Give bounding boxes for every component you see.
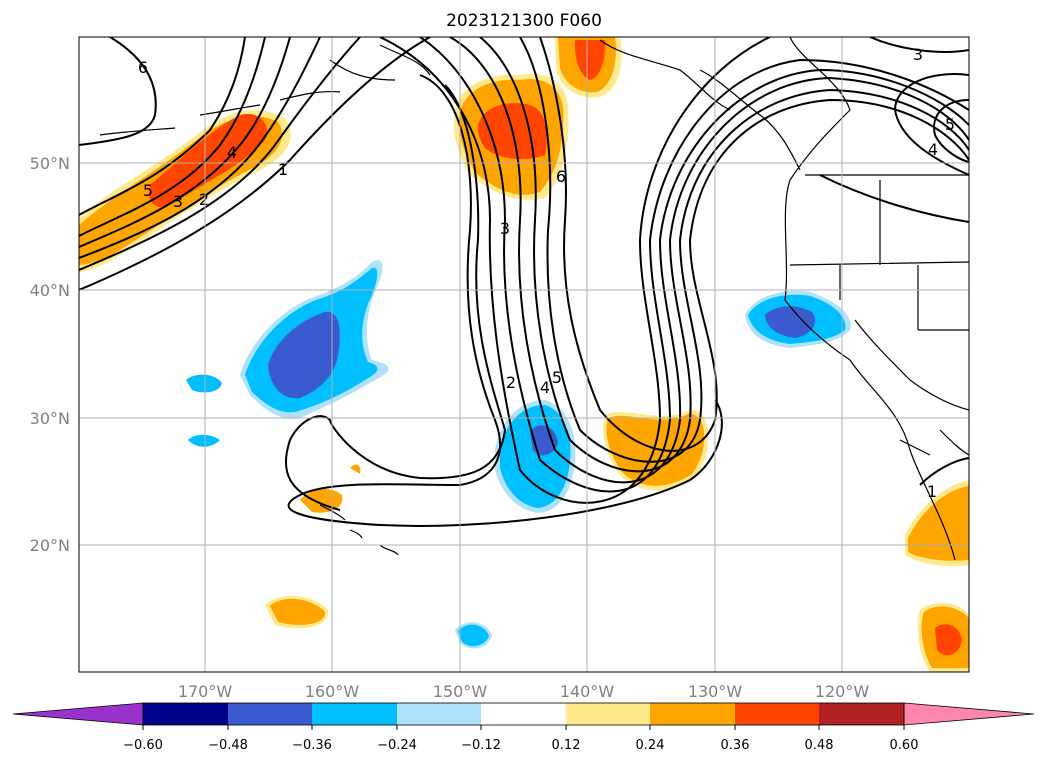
map-title: 2023121300 F060: [446, 11, 602, 31]
colorbar-tick-label: −0.24: [377, 738, 417, 753]
colorbar-tick-label: 0.24: [636, 738, 665, 753]
colorbar-tick-label: 0.60: [890, 738, 919, 753]
colorbar-swatch: [735, 703, 819, 725]
contour-label: 1: [278, 160, 288, 179]
lon-label: 120°W: [815, 682, 870, 701]
positive-anomaly-shading: [79, 37, 969, 672]
colorbar-swatch: [566, 703, 650, 725]
colorbar-swatch: [228, 703, 312, 725]
coastlines: [99, 37, 969, 561]
lon-label: 160°W: [305, 682, 360, 701]
lat-label: 30°N: [30, 409, 70, 428]
colorbar-swatch: [397, 703, 481, 725]
contour-label: 3: [500, 219, 510, 238]
contour-label: 1: [927, 482, 937, 501]
colorbar-swatch: [481, 703, 566, 725]
lon-label: 150°W: [433, 682, 488, 701]
contour-label: 5: [552, 368, 562, 387]
negative-anomaly-shading: [186, 260, 851, 649]
contour-lines: [79, 37, 969, 527]
contour-label: 6: [138, 58, 148, 77]
colorbar-tick-label: 0.48: [805, 738, 834, 753]
colorbar-swatch: [819, 703, 904, 725]
contour-label: 4: [540, 378, 550, 397]
lat-label: 50°N: [30, 154, 70, 173]
contour-labels: 6 5 4 3 2 1 3 6 2 4 5 3 4 5 1: [138, 45, 955, 501]
colorbar-swatch: [650, 703, 735, 725]
lon-label: 140°W: [560, 682, 615, 701]
lon-label: 170°W: [178, 682, 233, 701]
colorbar-swatch: [312, 703, 397, 725]
colorbar-extend-max: [903, 702, 1035, 726]
colorbar-tick-label: −0.12: [461, 738, 501, 753]
colorbar-tick-label: −0.60: [123, 738, 163, 753]
contour-label: 3: [913, 45, 923, 64]
contour-label: 2: [199, 190, 209, 209]
contour-label: 4: [928, 140, 938, 159]
colorbar-extend-min: [12, 702, 144, 726]
lat-label: 20°N: [30, 536, 70, 555]
contour-label: 5: [143, 181, 153, 200]
map-area: 6 5 4 3 2 1 3 6 2 4 5 3 4 5 1: [79, 37, 969, 672]
latitude-labels: 50°N 40°N 30°N 20°N: [30, 154, 70, 555]
colorbar-tick-label: 0.36: [721, 738, 750, 753]
contour-label: 6: [556, 167, 566, 186]
contour-label: 2: [506, 373, 516, 392]
lon-label: 130°W: [688, 682, 743, 701]
colorbar-swatch: [143, 703, 228, 725]
lat-label: 40°N: [30, 281, 70, 300]
contour-label: 4: [227, 143, 237, 162]
map-frame: [78, 36, 970, 673]
colorbar-ticks: [142, 725, 905, 730]
colorbar-tick-label: 0.12: [552, 738, 581, 753]
colorbar-tick-label: −0.48: [208, 738, 248, 753]
longitude-labels: 170°W 160°W 150°W 140°W 130°W 120°W: [178, 682, 870, 701]
contour-label: 3: [173, 192, 183, 211]
colorbar-tick-label: −0.36: [292, 738, 332, 753]
colorbar: −0.60 −0.48 −0.36 −0.24 −0.12 0.12 0.24 …: [12, 702, 1035, 753]
contour-label: 5: [945, 115, 955, 134]
gridlines: [79, 37, 969, 672]
